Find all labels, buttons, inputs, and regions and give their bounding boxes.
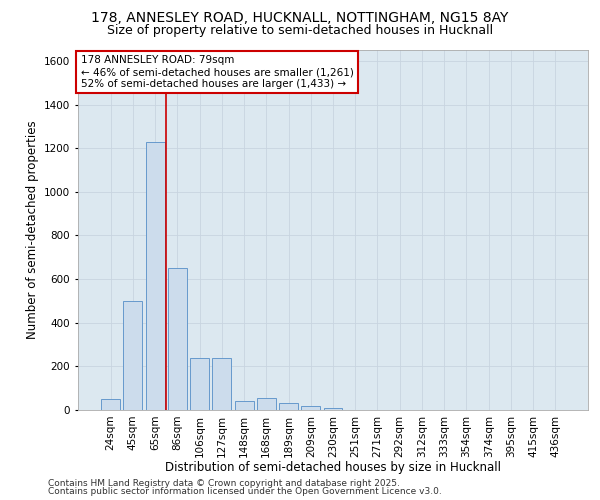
Bar <box>124 301 142 410</box>
Bar <box>301 406 320 410</box>
Bar <box>279 404 298 410</box>
Bar <box>146 142 164 410</box>
Text: 178, ANNESLEY ROAD, HUCKNALL, NOTTINGHAM, NG15 8AY: 178, ANNESLEY ROAD, HUCKNALL, NOTTINGHAM… <box>91 12 509 26</box>
Text: Size of property relative to semi-detached houses in Hucknall: Size of property relative to semi-detach… <box>107 24 493 37</box>
Text: Contains public sector information licensed under the Open Government Licence v3: Contains public sector information licen… <box>48 487 442 496</box>
Bar <box>190 358 209 410</box>
Y-axis label: Number of semi-detached properties: Number of semi-detached properties <box>26 120 38 340</box>
Bar <box>212 358 231 410</box>
Bar <box>168 268 187 410</box>
Bar <box>257 398 276 410</box>
Bar <box>101 399 120 410</box>
Bar <box>323 408 343 410</box>
Text: 178 ANNESLEY ROAD: 79sqm
← 46% of semi-detached houses are smaller (1,261)
52% o: 178 ANNESLEY ROAD: 79sqm ← 46% of semi-d… <box>80 56 353 88</box>
Text: Contains HM Land Registry data © Crown copyright and database right 2025.: Contains HM Land Registry data © Crown c… <box>48 478 400 488</box>
X-axis label: Distribution of semi-detached houses by size in Hucknall: Distribution of semi-detached houses by … <box>165 461 501 474</box>
Bar <box>235 402 254 410</box>
